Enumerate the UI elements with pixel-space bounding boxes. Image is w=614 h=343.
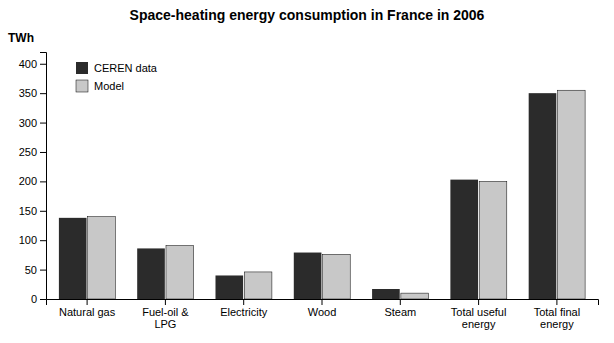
bars xyxy=(59,90,585,299)
x-tick-label: Natural gas xyxy=(59,306,116,318)
bar xyxy=(372,289,400,299)
bar xyxy=(244,272,272,299)
y-tick-label: 300 xyxy=(19,117,37,129)
y-tick: 150 xyxy=(19,205,46,217)
x-tick-mark xyxy=(165,299,166,305)
x-axis: Natural gas Fuel-oil &LPG Electricity Wood S… xyxy=(47,299,599,330)
y-tick-label: 400 xyxy=(19,58,37,70)
x-tick-mark xyxy=(322,299,323,305)
x-tick-label: Electricity xyxy=(220,306,268,318)
title: Space-heating energy consumption in Fran… xyxy=(130,7,485,23)
legend-label: Model xyxy=(94,80,124,92)
chart: Space-heating energy consumption in Fran… xyxy=(0,0,614,343)
y-label: TWh xyxy=(8,31,34,45)
x-tick-mark xyxy=(478,299,479,305)
legend-item: CEREN data xyxy=(76,62,158,74)
bar xyxy=(450,180,478,299)
bar xyxy=(59,218,87,299)
plot: TWh 0 50 100 150 200 250 300 350 400 Natural gas Fu… xyxy=(8,31,599,330)
x-tick: Steam xyxy=(384,299,416,318)
x-tick: Wood xyxy=(308,299,337,318)
y-tick-label: 0 xyxy=(31,293,37,305)
y-tick-label: 50 xyxy=(25,264,37,276)
y-axis: 0 50 100 150 200 250 300 350 400 xyxy=(19,53,47,306)
bar xyxy=(479,181,507,299)
x-tick-label: Total usefulenergy xyxy=(451,306,507,331)
y-tick-mark xyxy=(40,181,46,182)
y-tick: 0 xyxy=(31,293,46,305)
y-tick-label: 250 xyxy=(19,146,37,158)
bar xyxy=(323,254,351,299)
x-tick-label: Steam xyxy=(384,306,416,318)
y-tick: 250 xyxy=(19,146,46,158)
y-tick-label: 100 xyxy=(19,234,37,246)
legend-swatch xyxy=(76,62,88,74)
series xyxy=(59,93,556,299)
legend-label: CEREN data xyxy=(94,62,158,74)
bar xyxy=(166,245,194,299)
y-tick-mark xyxy=(40,123,46,124)
x-tick-label: Fuel-oil &LPG xyxy=(142,306,189,331)
x-tick-mark xyxy=(243,299,244,305)
y-tick: 200 xyxy=(19,175,46,187)
bar xyxy=(137,248,165,299)
x-tick: Natural gas xyxy=(59,299,116,318)
x-tick: Fuel-oil &LPG xyxy=(142,299,189,330)
bar xyxy=(294,253,322,299)
x-tick-mark xyxy=(87,299,88,305)
bar xyxy=(557,90,585,299)
x-tick-label: Total finalenergy xyxy=(534,306,580,331)
y-tick: 350 xyxy=(19,87,46,99)
y-tick-mark xyxy=(40,270,46,271)
y-tick-mark xyxy=(40,64,46,65)
y-tick-label: 200 xyxy=(19,175,37,187)
legend-swatch xyxy=(76,80,88,92)
y-tick: 400 xyxy=(19,58,46,70)
bar xyxy=(401,293,429,299)
y-tick-mark xyxy=(40,93,46,94)
x-tick-label: Wood xyxy=(308,306,337,318)
y-tick: 300 xyxy=(19,117,46,129)
x-tick: Total usefulenergy xyxy=(451,299,507,330)
series xyxy=(88,90,585,299)
legend-item: Model xyxy=(76,80,124,92)
y-tick-mark xyxy=(40,240,46,241)
x-tick: Electricity xyxy=(220,299,268,318)
y-tick-label: 150 xyxy=(19,205,37,217)
y-tick-mark xyxy=(40,152,46,153)
y-tick-label: 350 xyxy=(19,87,37,99)
y-tick-mark xyxy=(40,211,46,212)
x-tick: Total finalenergy xyxy=(534,299,580,330)
y-tick-mark xyxy=(40,299,46,300)
legend: CEREN data Model xyxy=(76,62,158,92)
bar xyxy=(88,217,116,299)
x-axis-line xyxy=(47,300,599,306)
bar xyxy=(215,275,243,299)
x-tick-mark xyxy=(556,299,557,305)
y-tick: 100 xyxy=(19,234,46,246)
y-axis-line xyxy=(40,53,47,300)
x-tick-mark xyxy=(400,299,401,305)
bar xyxy=(529,93,557,299)
y-tick: 50 xyxy=(25,264,46,276)
